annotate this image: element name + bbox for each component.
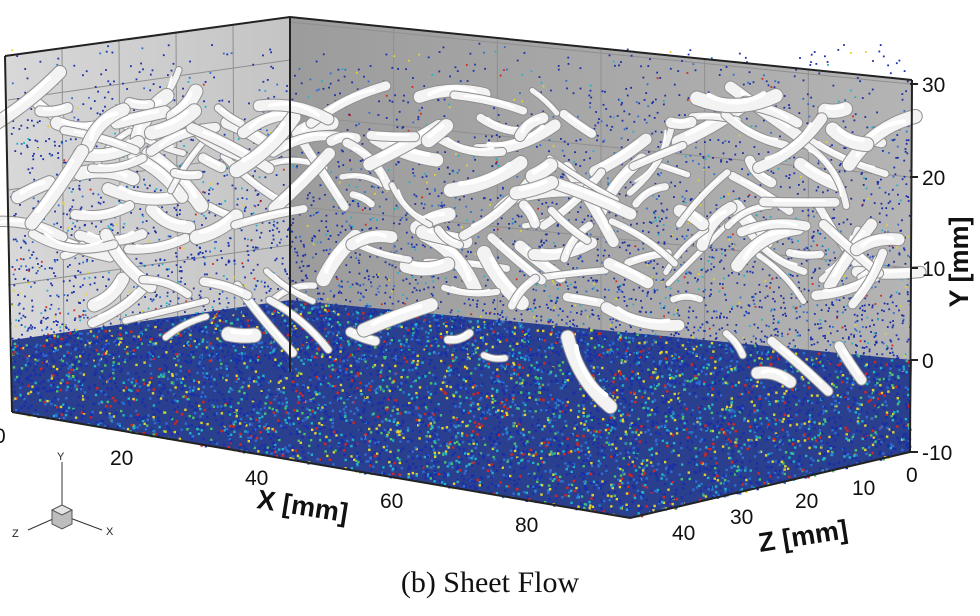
z-tick-20: 20 [795, 490, 818, 513]
y-tick-0: 0 [922, 350, 934, 373]
triad-y-label: Y [57, 451, 65, 463]
z-tick-10: 10 [852, 477, 875, 500]
x-tick-0: 0 [0, 425, 6, 448]
y-axis-title: Y [mm] [944, 216, 974, 307]
y-tick-minus-10: -10 [922, 442, 952, 465]
y-tick-20: 20 [922, 167, 945, 190]
x-axis-title: X [mm] [255, 484, 350, 528]
x-tick-60: 60 [380, 490, 403, 513]
x-axis: 0 20 40 60 80 X [mm] [0, 425, 538, 537]
bed-particles [12, 300, 912, 518]
figure-caption: (b) Sheet Flow [400, 566, 580, 599]
y-axis: 30 20 10 0 -10 Y [mm] [910, 74, 974, 465]
z-tick-40: 40 [672, 522, 695, 545]
x-tick-80: 80 [515, 514, 538, 537]
x-tick-40: 40 [245, 467, 268, 490]
y-tick-30: 30 [922, 74, 945, 97]
triad-x-label: X [106, 526, 114, 538]
box-edges [4, 15, 913, 520]
orientation-triad [27, 462, 103, 531]
z-axis-title: Z [mm] [756, 514, 850, 558]
z-tick-30: 30 [730, 506, 753, 529]
z-tick-0: 0 [906, 464, 918, 487]
y-tick-10: 10 [922, 258, 945, 281]
triad-z-label: Z [12, 528, 19, 540]
x-tick-20: 20 [110, 447, 133, 470]
